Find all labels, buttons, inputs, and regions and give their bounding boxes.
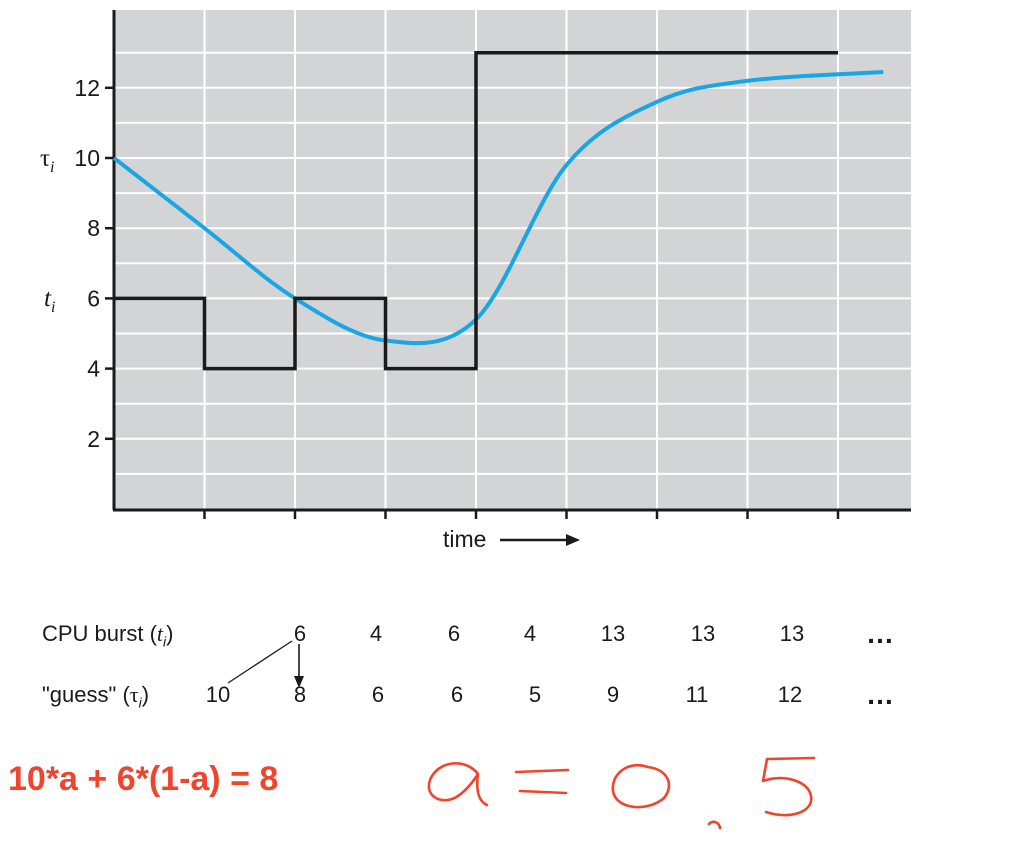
burst-prediction-chart: 2 4 6 8 10 12 τi ti time	[40, 10, 911, 552]
burst-value: 6	[447, 621, 461, 646]
handwritten-letter-a	[427, 762, 489, 807]
x-axis-label: time	[443, 526, 486, 552]
burst-value: 4	[523, 621, 537, 646]
y-tick-label: 2	[87, 426, 100, 452]
guess-label: "guess" (τi)	[42, 682, 150, 711]
guess-value: 6	[371, 682, 385, 707]
burst-value: 13	[779, 621, 805, 646]
guess-value: 5	[528, 682, 542, 707]
y-tick-label: 10	[74, 145, 100, 171]
tau-axis-symbol: τi	[40, 145, 55, 176]
down-arrow-icon	[294, 644, 304, 688]
guess-value: 6	[450, 682, 464, 707]
guess-curve	[112, 70, 884, 346]
handwritten-zero	[611, 764, 671, 809]
y-tick-label: 4	[87, 356, 100, 382]
y-tick-label: 6	[87, 285, 100, 311]
burst-ellipsis: …	[866, 618, 897, 649]
guess-value: 12	[777, 682, 803, 707]
y-axis-ticks: 2 4 6 8 10 12	[74, 75, 114, 452]
handwritten-five	[761, 756, 816, 817]
burst-value: 6	[293, 621, 307, 646]
cpu-burst-label: CPU burst (ti)	[42, 621, 174, 650]
diagonal-connector	[227, 640, 293, 684]
y-tick-label: 12	[74, 75, 100, 101]
burst-value: 13	[690, 621, 716, 646]
guess-value: 11	[685, 682, 709, 707]
handwritten-answer	[427, 756, 816, 830]
guess-value: 8	[293, 682, 307, 707]
burst-value: 4	[369, 621, 383, 646]
burst-value: 13	[600, 621, 626, 646]
guess-ellipsis: …	[866, 679, 897, 710]
equation-text: 10*a + 6*(1-a) = 8	[8, 760, 279, 798]
handwritten-decimal-point	[707, 820, 722, 830]
guess-value: 10	[205, 682, 231, 707]
time-arrow-icon	[500, 534, 580, 546]
t-axis-symbol: ti	[44, 285, 55, 316]
y-tick-label: 8	[87, 215, 100, 241]
handwritten-equals	[514, 768, 570, 795]
table-annotations	[227, 640, 304, 688]
burst-step-line	[114, 50, 838, 371]
guess-value: 9	[606, 682, 620, 707]
